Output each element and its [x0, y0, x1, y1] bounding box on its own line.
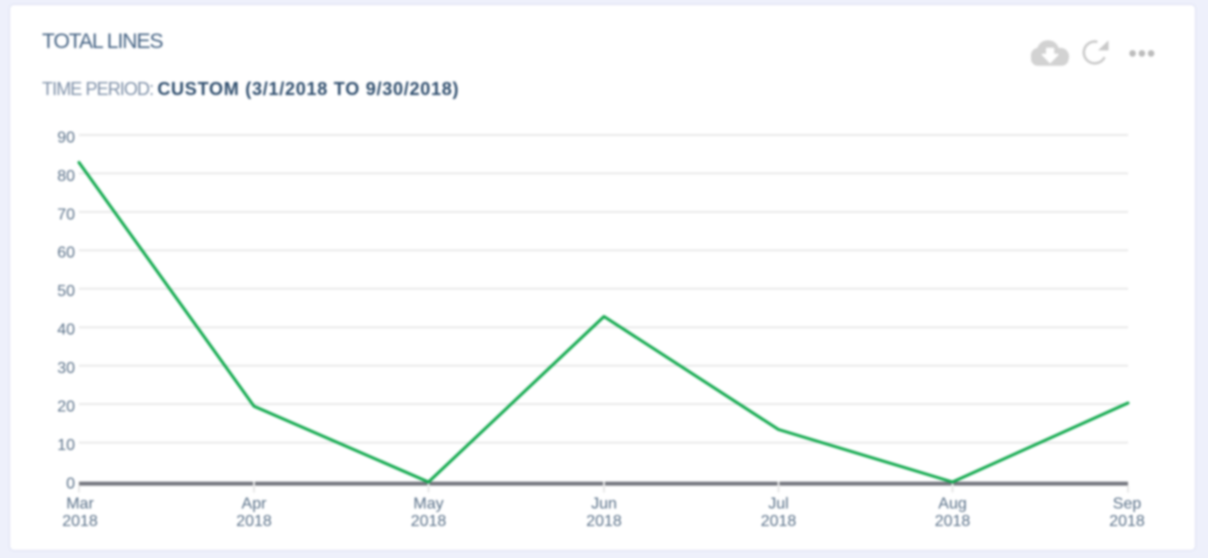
svg-text:40: 40 [57, 322, 75, 339]
svg-text:30: 30 [57, 360, 75, 377]
svg-text:TIME PERIOD: CUSTOM (3/1/2018: TIME PERIOD: CUSTOM (3/1/2018 TO 9/30/20… [42, 79, 459, 99]
svg-text:2018: 2018 [236, 513, 272, 530]
svg-text:10: 10 [57, 437, 75, 454]
svg-text:20: 20 [57, 399, 75, 416]
svg-text:2018: 2018 [1109, 513, 1145, 530]
svg-text:2018: 2018 [935, 513, 971, 530]
svg-text:2018: 2018 [411, 513, 447, 530]
svg-text:TOTAL LINES: TOTAL LINES [42, 30, 163, 53]
svg-text:80: 80 [57, 168, 75, 185]
svg-text:Jul: Jul [768, 496, 788, 513]
svg-text:90: 90 [57, 129, 75, 146]
svg-text:Mar: Mar [66, 496, 94, 513]
svg-text:50: 50 [57, 283, 75, 300]
svg-text:Jun: Jun [591, 496, 617, 513]
svg-text:0: 0 [66, 475, 75, 492]
svg-text:2018: 2018 [761, 513, 797, 530]
svg-text:Aug: Aug [938, 496, 966, 513]
svg-text:2018: 2018 [62, 513, 98, 530]
svg-text:60: 60 [57, 245, 75, 262]
svg-text:May: May [413, 496, 443, 513]
svg-text:2018: 2018 [586, 513, 622, 530]
svg-text:Sep: Sep [1113, 496, 1142, 513]
svg-text:70: 70 [57, 206, 75, 223]
svg-text:Apr: Apr [242, 496, 268, 513]
